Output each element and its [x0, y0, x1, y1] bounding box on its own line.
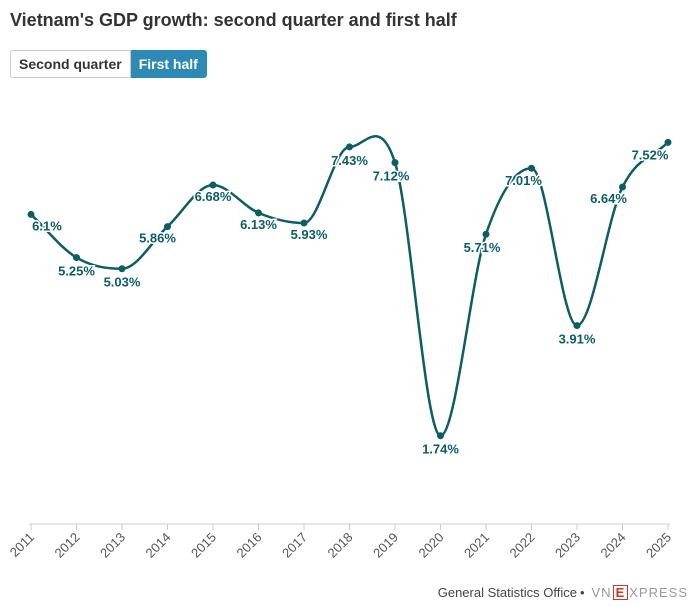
x-tick-label-2018: 2018: [325, 530, 356, 561]
data-label-2011: 6.1%: [32, 218, 62, 233]
x-tick-label-2021: 2021: [461, 530, 492, 561]
data-point-2012: [73, 254, 80, 262]
data-label-2018: 7.43%: [331, 153, 368, 168]
data-label-2021: 5.71%: [464, 240, 501, 255]
x-tick-label-2017: 2017: [279, 530, 310, 561]
data-point-2025: [664, 138, 672, 146]
data-label-2012: 5.25%: [58, 264, 95, 279]
data-point-2013: [118, 265, 126, 273]
data-label-2013: 5.03%: [104, 275, 141, 290]
data-point-2016: [255, 209, 262, 217]
x-tick-label-2011: 2011: [7, 530, 37, 560]
data-label-2023: 3.91%: [559, 332, 596, 347]
source-text: General Statistics Office: [437, 585, 577, 600]
data-point-2018: [346, 143, 353, 151]
data-label-2014: 5.86%: [139, 231, 176, 246]
footer: General Statistics Office • VN E XPRESS: [438, 585, 688, 600]
data-label-2022: 7.01%: [505, 173, 542, 188]
data-point-2020: [437, 432, 444, 440]
data-point-2017: [300, 219, 308, 227]
x-tick-label-2024: 2024: [598, 530, 629, 561]
first-half-button[interactable]: First half: [130, 50, 207, 78]
x-tick-label-2025: 2025: [643, 530, 674, 561]
x-tick-label-2016: 2016: [234, 530, 265, 561]
data-point-2014: [164, 223, 171, 231]
data-point-2011: [27, 210, 35, 218]
data-point-2021: [482, 230, 490, 238]
x-tick-label-2023: 2023: [552, 530, 583, 561]
chart-title: Vietnam's GDP growth: second quarter and…: [10, 10, 457, 30]
vnexpress-logo: VN E XPRESS: [591, 585, 688, 600]
x-tick-label-2014: 2014: [143, 530, 174, 561]
x-tick-label-2015: 2015: [188, 530, 219, 561]
data-point-2023: [573, 322, 581, 330]
second-quarter-button[interactable]: Second quarter: [10, 50, 131, 78]
data-point-2024: [619, 183, 626, 191]
data-label-2025: 7.52%: [632, 147, 669, 162]
x-tick-label-2020: 2020: [416, 530, 447, 561]
data-label-2015: 6.68%: [195, 189, 232, 204]
x-tick-label-2019: 2019: [370, 530, 401, 561]
x-tick-label-2022: 2022: [507, 530, 538, 561]
data-label-2016: 6.13%: [240, 217, 277, 232]
data-point-2019: [391, 159, 399, 167]
period-toggle: Second quarter First half: [10, 50, 207, 78]
data-point-2022: [528, 164, 535, 172]
data-label-2019: 7.12%: [373, 169, 410, 184]
x-tick-label-2013: 2013: [97, 530, 128, 561]
x-tick-label-2012: 2012: [52, 530, 83, 561]
data-point-2015: [209, 181, 217, 189]
data-label-2017: 5.93%: [291, 227, 328, 242]
source-separator: •: [579, 585, 585, 600]
data-label-2024: 6.64%: [590, 191, 627, 206]
data-label-2020: 1.74%: [422, 442, 459, 457]
